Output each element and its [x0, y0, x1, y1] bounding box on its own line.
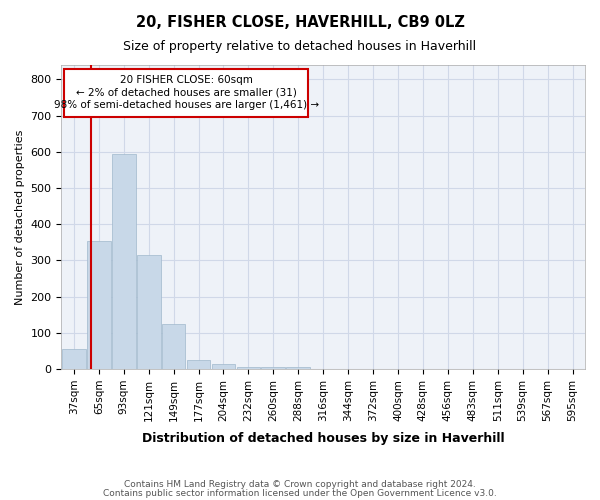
Bar	[137, 255, 161, 369]
Bar	[212, 364, 235, 369]
Text: 98% of semi-detached houses are larger (1,461) →: 98% of semi-detached houses are larger (…	[53, 100, 319, 110]
Text: Contains HM Land Registry data © Crown copyright and database right 2024.: Contains HM Land Registry data © Crown c…	[124, 480, 476, 489]
Bar	[87, 240, 110, 369]
Bar	[62, 349, 86, 369]
Bar	[236, 367, 260, 369]
Text: 20 FISHER CLOSE: 60sqm: 20 FISHER CLOSE: 60sqm	[119, 75, 253, 85]
Text: ← 2% of detached houses are smaller (31): ← 2% of detached houses are smaller (31)	[76, 88, 296, 98]
Bar	[286, 367, 310, 369]
Bar	[112, 154, 136, 369]
Bar	[187, 360, 211, 369]
Text: 20, FISHER CLOSE, HAVERHILL, CB9 0LZ: 20, FISHER CLOSE, HAVERHILL, CB9 0LZ	[136, 15, 464, 30]
Bar	[262, 367, 285, 369]
Text: Contains public sector information licensed under the Open Government Licence v3: Contains public sector information licen…	[103, 488, 497, 498]
FancyBboxPatch shape	[64, 68, 308, 117]
Text: Size of property relative to detached houses in Haverhill: Size of property relative to detached ho…	[124, 40, 476, 53]
X-axis label: Distribution of detached houses by size in Haverhill: Distribution of detached houses by size …	[142, 432, 505, 445]
Y-axis label: Number of detached properties: Number of detached properties	[15, 130, 25, 304]
Bar	[162, 324, 185, 369]
